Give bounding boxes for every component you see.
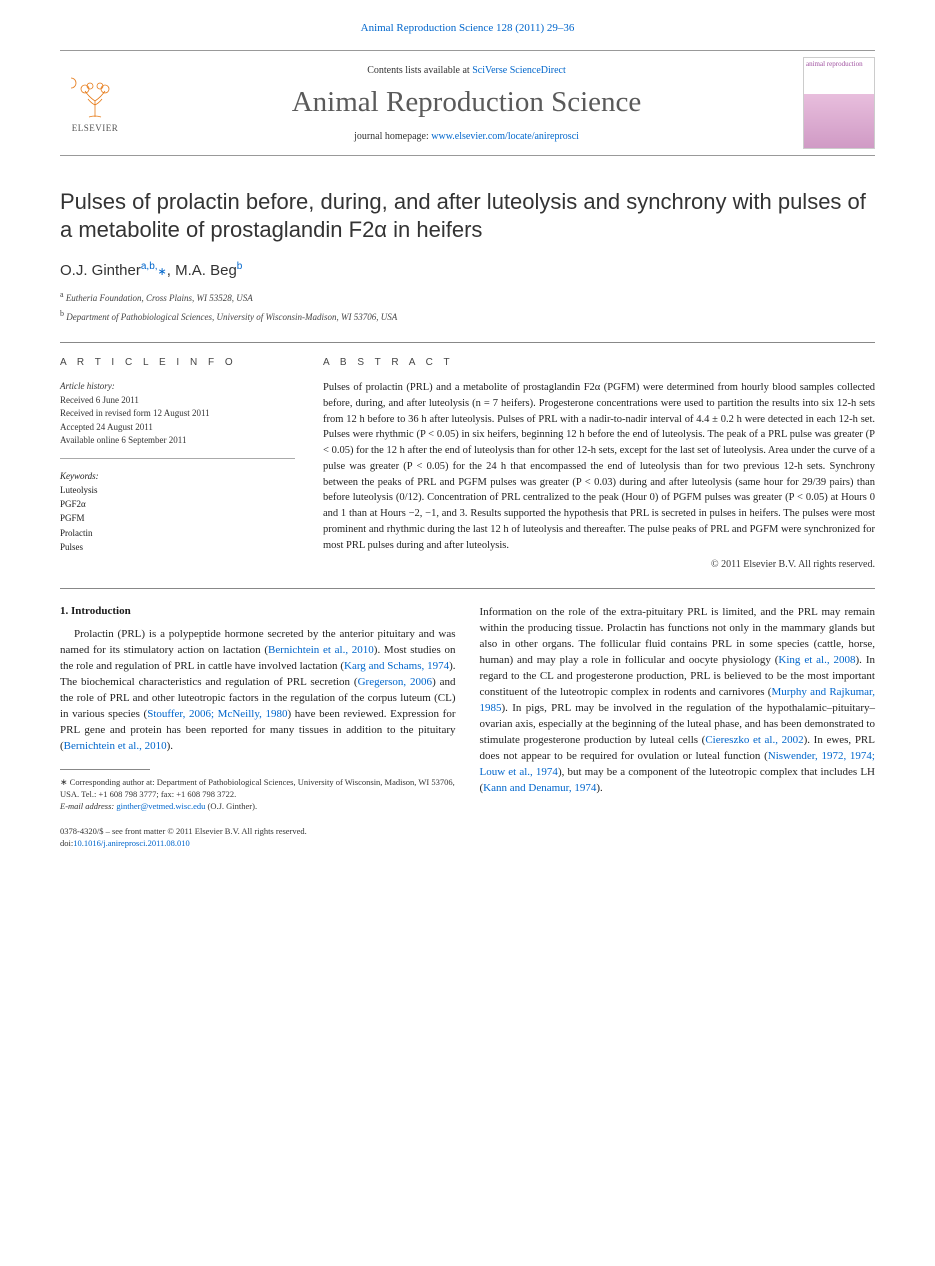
sciverse-link[interactable]: SciVerse ScienceDirect bbox=[472, 65, 566, 76]
footer-line1: 0378-4320/$ – see front matter © 2011 El… bbox=[60, 826, 875, 838]
article-title: Pulses of prolactin before, during, and … bbox=[60, 188, 875, 243]
article-history-block: Article history: Received 6 June 2011 Re… bbox=[60, 380, 295, 459]
journal-cover-thumb: animal reproduction bbox=[803, 57, 875, 149]
page-footer: 0378-4320/$ – see front matter © 2011 El… bbox=[0, 812, 935, 868]
elsevier-tree-icon bbox=[71, 73, 119, 121]
body-text-right: Information on the role of the extra-pit… bbox=[480, 605, 876, 796]
divider-top bbox=[60, 342, 875, 343]
section-1-title: 1. Introduction bbox=[60, 605, 456, 617]
author-1: O.J. Ginther bbox=[60, 262, 141, 279]
keyword-item: Pulses bbox=[60, 540, 295, 554]
history-received: Received 6 June 2011 bbox=[60, 394, 295, 408]
contents-line: Contents lists available at SciVerse Sci… bbox=[130, 65, 803, 76]
footnote-rule bbox=[60, 769, 150, 770]
abstract-copyright: © 2011 Elsevier B.V. All rights reserved… bbox=[323, 559, 875, 570]
banner-center: Contents lists available at SciVerse Sci… bbox=[130, 65, 803, 142]
history-revised: Received in revised form 12 August 2011 bbox=[60, 407, 295, 421]
ref-link[interactable]: King et al., 2008 bbox=[778, 654, 855, 666]
keyword-item: PGF2α bbox=[60, 497, 295, 511]
affiliation-a: a Eutheria Foundation, Cross Plains, WI … bbox=[60, 289, 875, 306]
affiliation-b: b Department of Pathobiological Sciences… bbox=[60, 308, 875, 325]
email-suffix: (O.J. Ginther). bbox=[205, 801, 257, 811]
keyword-item: PGFM bbox=[60, 511, 295, 525]
ref-link[interactable]: Gregerson, 2006 bbox=[358, 676, 432, 688]
abstract-column: A B S T R A C T Pulses of prolactin (PRL… bbox=[323, 357, 875, 570]
doi-link[interactable]: 10.1016/j.anireprosci.2011.08.010 bbox=[73, 838, 190, 848]
footer-doi: doi:10.1016/j.anireprosci.2011.08.010 bbox=[60, 838, 875, 850]
authors-line: O.J. Ginthera,b,∗, M.A. Begb bbox=[60, 261, 875, 279]
footnote-corr-text: Corresponding author at: Department of P… bbox=[60, 777, 455, 799]
journal-name: Animal Reproduction Science bbox=[130, 86, 803, 119]
ref-link[interactable]: Bernichtein et al., 2010 bbox=[64, 740, 167, 752]
keywords-title: Keywords: bbox=[60, 471, 295, 481]
body-columns: 1. Introduction Prolactin (PRL) is a pol… bbox=[0, 605, 935, 812]
footnote-star-icon: ∗ bbox=[60, 777, 68, 787]
abstract-text: Pulses of prolactin (PRL) and a metaboli… bbox=[323, 380, 875, 553]
affil-a-text: Eutheria Foundation, Cross Plains, WI 53… bbox=[64, 293, 253, 303]
body-col-left: 1. Introduction Prolactin (PRL) is a pol… bbox=[60, 605, 456, 812]
homepage-prefix: journal homepage: bbox=[354, 131, 431, 142]
ref-link[interactable]: Kann and Denamur, 1974 bbox=[483, 782, 596, 794]
keywords-list: Luteolysis PGF2α PGFM Prolactin Pulses bbox=[60, 483, 295, 555]
history-online: Available online 6 September 2011 bbox=[60, 434, 295, 448]
keyword-item: Luteolysis bbox=[60, 483, 295, 497]
article-info-column: A R T I C L E I N F O Article history: R… bbox=[60, 357, 295, 570]
header-citation: Animal Reproduction Science 128 (2011) 2… bbox=[0, 0, 935, 42]
para-1: Prolactin (PRL) is a polypeptide hormone… bbox=[60, 627, 456, 755]
email-label: E-mail address: bbox=[60, 801, 116, 811]
article-info-head: A R T I C L E I N F O bbox=[60, 357, 295, 368]
corresponding-footnote: ∗ Corresponding author at: Department of… bbox=[60, 776, 456, 801]
author-2: , M.A. Beg bbox=[167, 262, 237, 279]
ref-link[interactable]: Ciereszko et al., 2002 bbox=[705, 734, 803, 746]
body-text-left: Prolactin (PRL) is a polypeptide hormone… bbox=[60, 627, 456, 755]
publisher-logo: ELSEVIER bbox=[60, 73, 130, 133]
affil-b-text: Department of Pathobiological Sciences, … bbox=[64, 312, 397, 322]
history-accepted: Accepted 24 August 2011 bbox=[60, 421, 295, 435]
homepage-link[interactable]: www.elsevier.com/locate/anireprosci bbox=[431, 131, 579, 142]
ref-link[interactable]: Karg and Schams, 1974 bbox=[344, 660, 449, 672]
email-link[interactable]: ginther@vetmed.wisc.edu bbox=[116, 801, 205, 811]
cover-label: animal reproduction bbox=[806, 60, 872, 68]
elsevier-label: ELSEVIER bbox=[72, 123, 119, 133]
ref-link[interactable]: Stouffer, 2006; McNeilly, 1980 bbox=[147, 708, 287, 720]
corresponding-star-icon: ∗ bbox=[158, 266, 167, 278]
divider-body bbox=[60, 588, 875, 589]
journal-banner: ELSEVIER Contents lists available at Sci… bbox=[60, 50, 875, 156]
email-footnote: E-mail address: ginther@vetmed.wisc.edu … bbox=[60, 801, 456, 813]
abstract-head: A B S T R A C T bbox=[323, 357, 875, 368]
homepage-line: journal homepage: www.elsevier.com/locat… bbox=[130, 131, 803, 142]
contents-prefix: Contents lists available at bbox=[367, 65, 472, 76]
ref-link[interactable]: Murphy and Rajkumar, 1985 bbox=[480, 686, 876, 714]
ref-link[interactable]: Niswender, 1972, 1974; Louw et al., 1974 bbox=[480, 750, 875, 778]
body-col-right: Information on the role of the extra-pit… bbox=[480, 605, 876, 812]
history-title: Article history: bbox=[60, 380, 295, 394]
doi-prefix: doi: bbox=[60, 838, 73, 848]
ref-link[interactable]: Bernichtein et al., 2010 bbox=[268, 644, 374, 656]
keyword-item: Prolactin bbox=[60, 526, 295, 540]
author-1-affil-sup: a,b, bbox=[141, 261, 158, 272]
author-2-affil-sup: b bbox=[237, 261, 243, 272]
